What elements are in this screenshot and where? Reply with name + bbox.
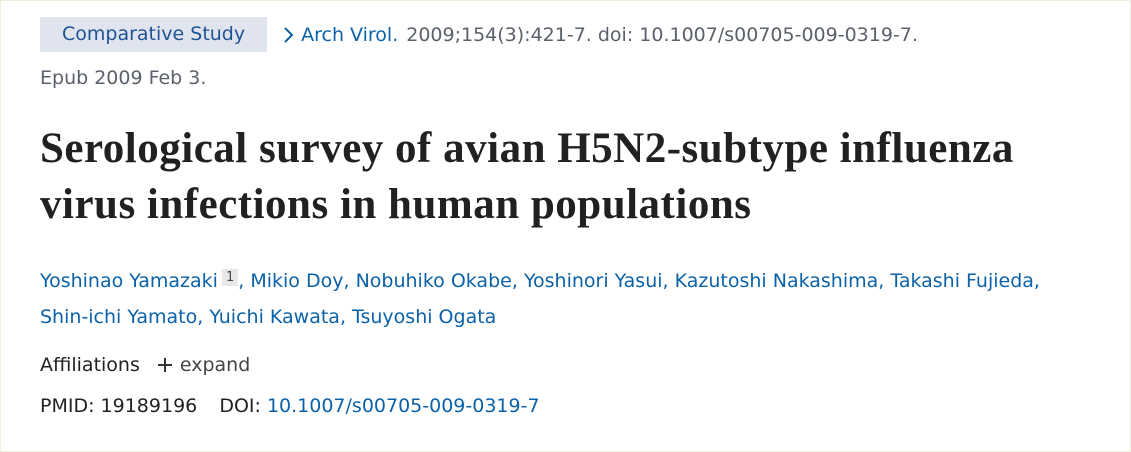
identifiers: PMID: 19189196 DOI: 10.1007/s00705-009-0… xyxy=(40,395,540,417)
author-link[interactable]: Nobuhiko Okabe xyxy=(355,270,512,292)
author-link[interactable]: Shin-ichi Yamato xyxy=(40,306,198,328)
affiliations-row: Affiliations expand xyxy=(40,354,250,376)
separator: , xyxy=(238,270,245,292)
affiliation-ref[interactable]: 1 xyxy=(221,269,239,286)
plus-icon[interactable] xyxy=(156,356,174,374)
affiliations-label: Affiliations xyxy=(40,354,140,376)
author-link[interactable]: Yoshinao Yamazaki xyxy=(40,270,218,292)
epub-date: Epub 2009 Feb 3. xyxy=(40,67,207,89)
author-link[interactable]: Tsuyoshi Ogata xyxy=(352,306,497,328)
author-link[interactable]: Takashi Fujieda xyxy=(890,270,1034,292)
chevron-icon xyxy=(284,26,294,43)
separator: , xyxy=(343,270,350,292)
publication-type: Comparative Study xyxy=(40,17,268,52)
expand-toggle[interactable]: expand xyxy=(179,354,251,376)
doi-link[interactable]: 10.1007/s00705-009-0319-7 xyxy=(266,395,540,417)
author-link[interactable]: Mikio Doy xyxy=(250,270,344,292)
citation: 2009;154(3):421-7. doi: 10.1007/s00705-0… xyxy=(406,23,918,46)
author-link[interactable]: Yuichi Kawata xyxy=(209,306,340,328)
author-link[interactable]: Kazutoshi Nakashima xyxy=(674,270,879,292)
pmid: 19189196 xyxy=(100,395,198,417)
pmid-label: PMID: xyxy=(40,395,95,417)
journal-link[interactable]: Arch Virol. xyxy=(301,23,399,46)
separator: , xyxy=(339,306,346,328)
author-list: Yoshinao Yamazaki 1, Mikio Doy, Nobuhiko … xyxy=(40,260,1070,335)
doi-label: DOI: xyxy=(219,395,261,417)
article-title: Serological survey of avian H5N2-subtype… xyxy=(40,125,1014,228)
author-link[interactable]: Yoshinori Yasui xyxy=(523,270,663,292)
separator: , xyxy=(662,270,669,292)
separator: , xyxy=(511,270,518,292)
separator: , xyxy=(1033,270,1040,292)
citation-row: Comparative Study Arch Virol. 2009;154(3… xyxy=(40,17,918,52)
separator: , xyxy=(878,270,885,292)
separator: , xyxy=(197,306,204,328)
